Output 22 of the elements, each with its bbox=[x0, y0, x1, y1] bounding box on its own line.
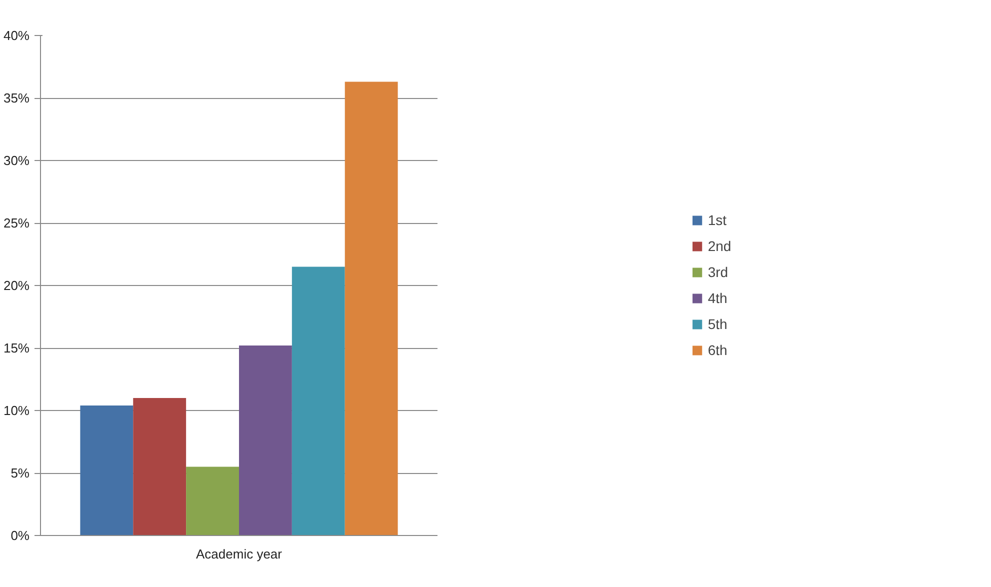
y-tick-label: 0% bbox=[10, 528, 30, 543]
y-tick-label: 10% bbox=[3, 403, 30, 418]
y-tick-label: 25% bbox=[3, 216, 30, 230]
legend-label: 2nd bbox=[708, 238, 732, 254]
y-tick-label: 30% bbox=[3, 153, 30, 168]
legend-label: 5th bbox=[708, 316, 728, 332]
y-tick-label: 40% bbox=[3, 28, 30, 43]
bar bbox=[133, 398, 186, 536]
bar bbox=[239, 346, 292, 536]
legend-label: 6th bbox=[708, 342, 728, 358]
bar bbox=[186, 466, 239, 536]
y-tick-label: 5% bbox=[10, 466, 30, 480]
y-tick-label: 20% bbox=[3, 278, 30, 293]
legend-label: 1st bbox=[708, 212, 728, 228]
legend-label: 3rd bbox=[708, 264, 728, 280]
bar bbox=[292, 266, 345, 536]
y-tick-label: 35% bbox=[3, 90, 30, 106]
bar bbox=[344, 82, 398, 536]
legend-label: 4th bbox=[708, 290, 728, 306]
bar bbox=[80, 406, 134, 536]
y-tick-label: 15% bbox=[3, 340, 30, 356]
x-tick-label: Academic year bbox=[196, 546, 283, 562]
